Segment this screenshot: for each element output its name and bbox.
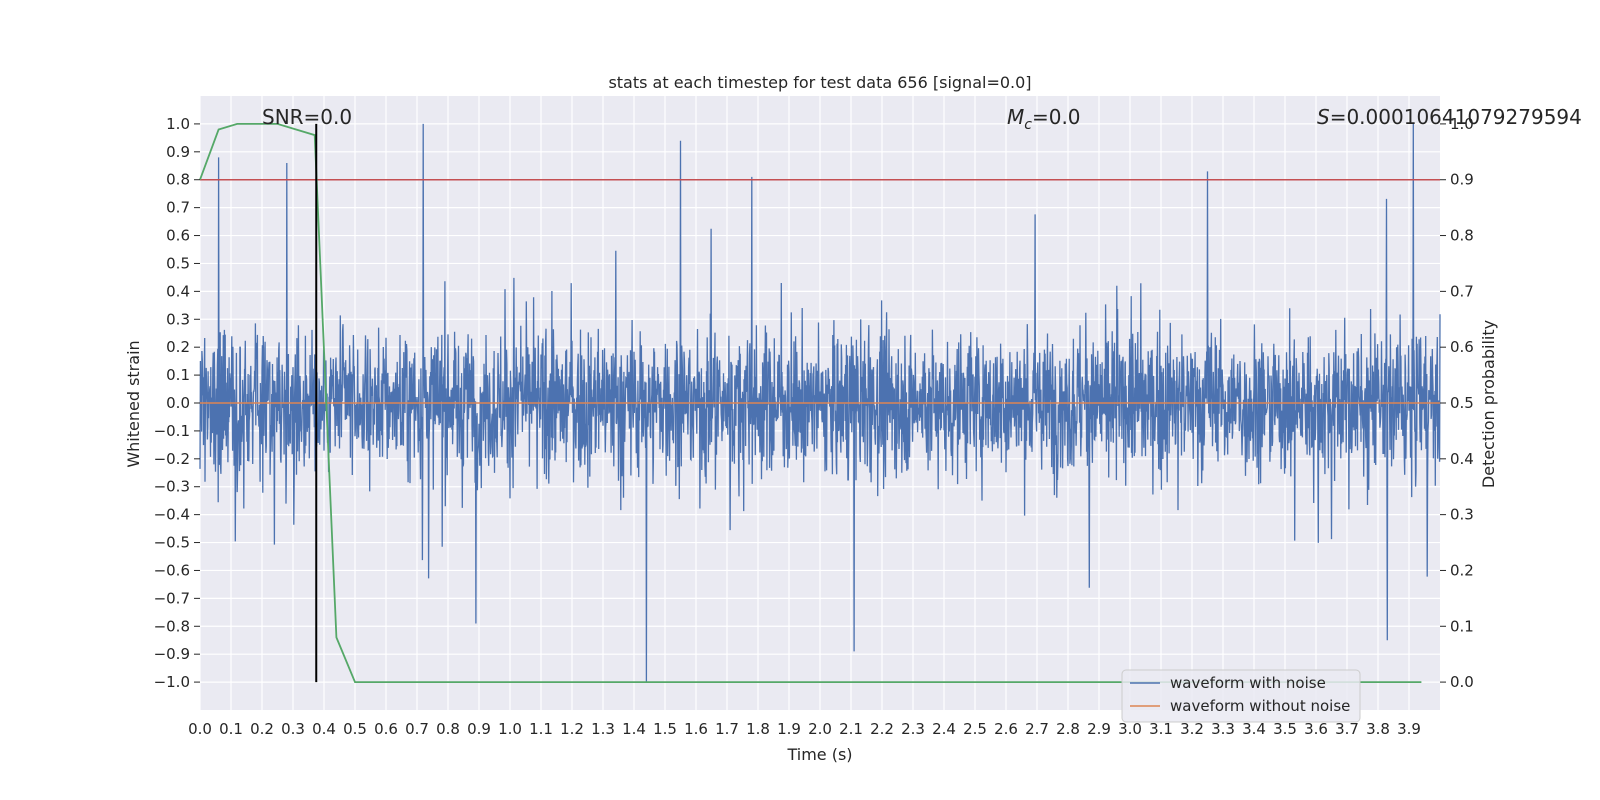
- x-tick-label: 3.7: [1335, 720, 1359, 738]
- y2-tick-label: 0.9: [1450, 171, 1474, 189]
- y2-tick-label: 0.4: [1450, 450, 1474, 468]
- x-tick-label: 3.8: [1366, 720, 1390, 738]
- x-axis-label: Time (s): [786, 745, 852, 764]
- y2-tick-label: 0.1: [1450, 617, 1474, 635]
- x-tick-label: 2.5: [963, 720, 987, 738]
- y-tick-label: 0.0: [166, 394, 190, 412]
- x-tick-label: 0.1: [219, 720, 243, 738]
- y-tick-label: −0.9: [154, 645, 190, 663]
- x-tick-label: 0.0: [188, 720, 212, 738]
- x-tick-label: 0.2: [250, 720, 274, 738]
- legend-label-waveform-without-noise: waveform without noise: [1170, 697, 1350, 715]
- x-tick-label: 1.7: [715, 720, 739, 738]
- x-tick-label: 3.9: [1397, 720, 1421, 738]
- series-detection-probability: [199, 123, 1422, 683]
- mc-value: =0.0: [1032, 105, 1081, 129]
- x-tick-label: 1.5: [653, 720, 677, 738]
- y2-tick-label: 0.3: [1450, 506, 1474, 524]
- mc-subscript: c: [1024, 117, 1032, 133]
- x-tick-label: 2.9: [1087, 720, 1111, 738]
- y-tick-label: −0.5: [154, 534, 190, 552]
- x-tick-label: 3.2: [1180, 720, 1204, 738]
- x-tick-label: 2.3: [901, 720, 925, 738]
- x-tick-label: 0.6: [374, 720, 398, 738]
- mc-annotation: Mc=0.0: [1007, 105, 1081, 133]
- x-tick-label: 2.7: [1025, 720, 1049, 738]
- s-annotation: S=0.00010641079279594: [1317, 105, 1582, 129]
- x-tick-label: 2.8: [1056, 720, 1080, 738]
- s-symbol: S: [1317, 105, 1330, 129]
- y2-tick-label: 0.0: [1450, 673, 1474, 691]
- y-tick-label: 0.1: [166, 366, 190, 384]
- y-tick-label: −0.2: [154, 450, 190, 468]
- y-tick-label: 1.0: [166, 115, 190, 133]
- legend-box: [1121, 669, 1361, 723]
- y-axis-ticks: 1.0 0.9 0.8 0.7 0.6 0.5 0.4 0.3 0.2 0.1 0.0 −0.1 −0.…: [154, 115, 200, 691]
- y2-axis-label: Detection probability: [1479, 320, 1498, 488]
- x-tick-label: 0.9: [467, 720, 491, 738]
- legend-label-waveform-with-noise: waveform with noise: [1170, 674, 1326, 692]
- chart-title: stats at each timestep for test data 656…: [608, 73, 1031, 92]
- y-tick-label: 0.4: [166, 282, 190, 300]
- waveform-with-noise-line: [199, 123, 1441, 683]
- y2-tick-label: 0.6: [1450, 338, 1474, 356]
- y-tick-label: 0.5: [166, 254, 190, 272]
- y-tick-label: −0.3: [154, 478, 190, 496]
- x-tick-label: 3.6: [1304, 720, 1328, 738]
- x-tick-label: 1.8: [746, 720, 770, 738]
- s-value: =0.00010641079279594: [1330, 105, 1582, 129]
- y-tick-label: −1.0: [154, 673, 190, 691]
- x-tick-label: 2.1: [839, 720, 863, 738]
- legend: waveform with noise waveform without noi…: [1121, 669, 1361, 723]
- y-tick-label: −0.8: [154, 617, 190, 635]
- y-tick-label: −0.7: [154, 589, 190, 607]
- snr-annotation: SNR=0.0: [262, 105, 352, 129]
- mc-symbol: M: [1007, 105, 1024, 129]
- x-tick-label: 0.3: [281, 720, 305, 738]
- y-tick-label: 0.6: [166, 227, 190, 245]
- y-tick-label: 0.2: [166, 338, 190, 356]
- y2-tick-label: 1.0: [1450, 115, 1474, 133]
- x-tick-label: 0.8: [436, 720, 460, 738]
- y2-tick-label: 0.7: [1450, 282, 1474, 300]
- x-tick-label: 1.0: [498, 720, 522, 738]
- x-tick-label: 3.0: [1118, 720, 1142, 738]
- x-tick-label: 2.0: [808, 720, 832, 738]
- y-tick-label: 0.3: [166, 310, 190, 328]
- series-waveform-with-noise: [199, 123, 1441, 683]
- y2-tick-label: 0.2: [1450, 561, 1474, 579]
- x-tick-label: 3.4: [1242, 720, 1266, 738]
- x-tick-label: 1.9: [777, 720, 801, 738]
- y-tick-label: 0.8: [166, 171, 190, 189]
- y2-tick-label: 0.5: [1450, 394, 1474, 412]
- x-tick-label: 0.5: [343, 720, 367, 738]
- x-tick-label: 1.1: [529, 720, 553, 738]
- x-axis-ticks: 0.0 0.1 0.2 0.3 0.4 0.5 0.6 0.7 0.8 0.9 1.0 1.1 1.2 1…: [188, 720, 1421, 738]
- y-tick-label: −0.1: [154, 422, 190, 440]
- x-tick-label: 2.4: [932, 720, 956, 738]
- x-tick-label: 3.5: [1273, 720, 1297, 738]
- y-tick-label: −0.4: [154, 506, 190, 524]
- y-axis-label: Whitened strain: [124, 340, 143, 467]
- x-tick-label: 1.4: [622, 720, 646, 738]
- x-tick-label: 0.4: [312, 720, 336, 738]
- x-tick-label: 0.7: [405, 720, 429, 738]
- x-tick-label: 3.3: [1211, 720, 1235, 738]
- x-tick-label: 2.6: [994, 720, 1018, 738]
- x-tick-label: 1.2: [560, 720, 584, 738]
- x-tick-label: 1.3: [591, 720, 615, 738]
- y2-axis-ticks: 1.0 0.9 0.8 0.7 0.6 0.5 0.4 0.3 0.2 0.1 0.0: [1440, 115, 1474, 691]
- y-tick-label: −0.6: [154, 561, 190, 579]
- detection-probability-line: [199, 123, 1422, 683]
- x-tick-label: 1.6: [684, 720, 708, 738]
- y2-tick-label: 0.8: [1450, 227, 1474, 245]
- x-tick-label: 3.1: [1149, 720, 1173, 738]
- y-tick-label: 0.9: [166, 143, 190, 161]
- y-tick-label: 0.7: [166, 199, 190, 217]
- x-tick-label: 2.2: [870, 720, 894, 738]
